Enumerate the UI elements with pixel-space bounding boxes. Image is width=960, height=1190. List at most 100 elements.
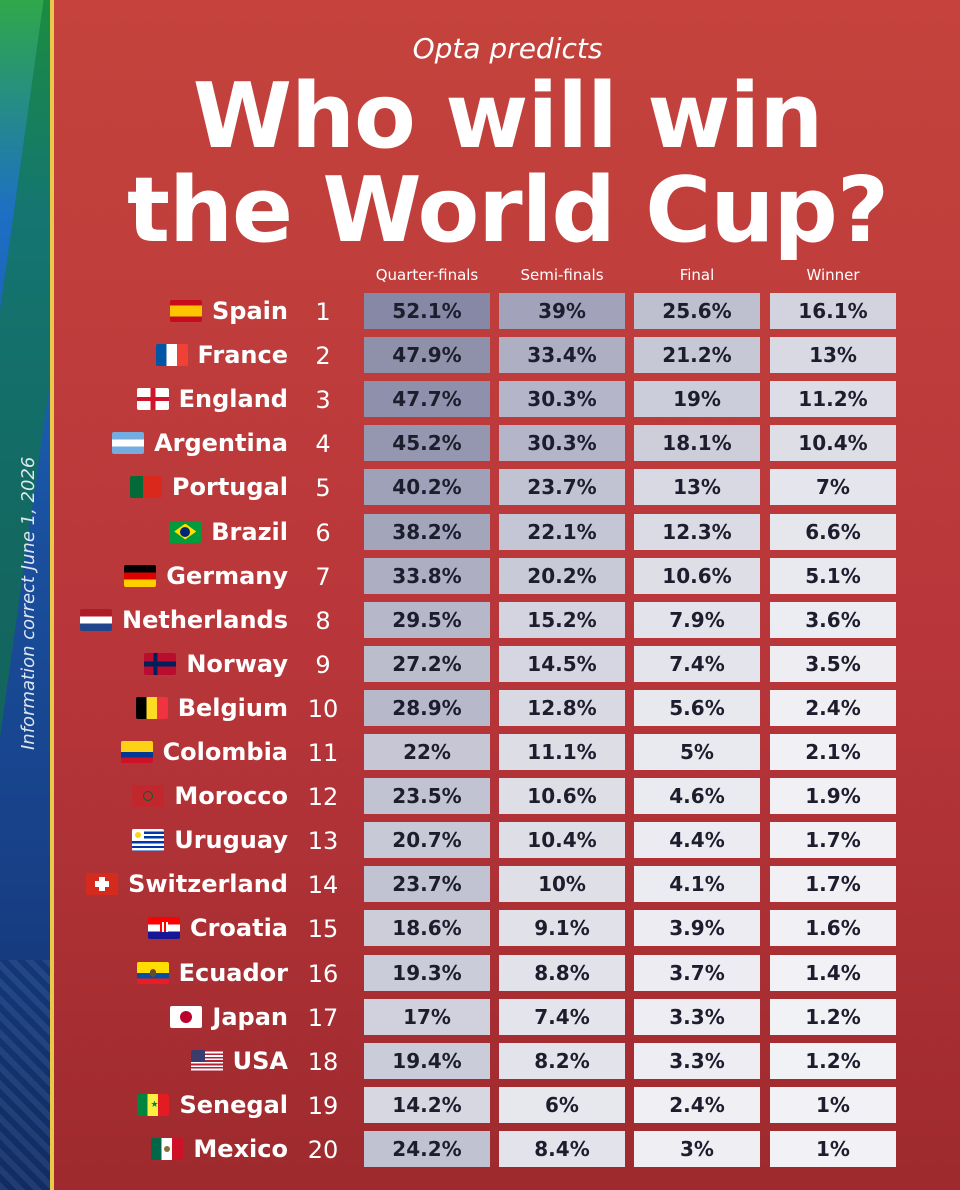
country-label: USA — [190, 1046, 288, 1075]
country-label: Japan — [170, 1003, 288, 1031]
value-cell-final: 3.9% — [634, 910, 760, 947]
value-cell-semi-finals: 12.8% — [499, 689, 625, 726]
value-cell-winner: 1.2% — [770, 1042, 896, 1079]
column-header-semi-finals: Semi-finals — [520, 266, 604, 284]
value-cell-quarter-finals: 47.9% — [364, 337, 490, 374]
column-header-winner: Winner — [806, 266, 860, 284]
country-label: Colombia — [120, 738, 288, 766]
table-row: Ecuador 16 19.3% 8.8% 3.7% 1.4% — [0, 954, 960, 993]
value-cell-final: 18.1% — [634, 425, 760, 462]
country-name: Morocco — [174, 782, 288, 811]
rank-number: 13 — [307, 827, 339, 856]
table-row: Norway 9 27.2% 14.5% 7.4% 3.5% — [0, 645, 960, 684]
column-header-final: Final — [679, 266, 715, 284]
country-name: Croatia — [189, 914, 288, 943]
rank-number: 8 — [315, 606, 331, 635]
country-label: Croatia — [147, 914, 288, 943]
column-header-quarter-finals: Quarter-finals — [375, 266, 479, 284]
brazil-flag-icon — [169, 520, 202, 543]
country-name: Spain — [212, 297, 288, 325]
value-cell-quarter-finals: 18.6% — [364, 910, 490, 947]
value-cell-semi-finals: 23.7% — [499, 469, 625, 506]
country-label: Uruguay — [132, 826, 288, 854]
value-cell-semi-finals: 8.8% — [499, 954, 625, 991]
column-headers: Quarter-finals Semi-finals Final Winner — [0, 266, 960, 288]
value-cell-quarter-finals: 27.2% — [364, 645, 490, 682]
table-row: Argentina 4 45.2% 30.3% 18.1% 10.4% — [0, 425, 960, 463]
rank-number: 2 — [315, 342, 331, 371]
croatia-flag-icon — [147, 917, 180, 940]
country-label: Switzerland — [86, 870, 288, 898]
rank-number: 14 — [307, 871, 339, 900]
table-row: England 3 47.7% 30.3% 19% 11.2% — [0, 381, 960, 419]
senegal-flag-icon: ★ — [137, 1093, 170, 1116]
value-cell-winner: 5.1% — [770, 557, 896, 594]
value-cell-winner: 13% — [770, 337, 896, 374]
country-label: Germany — [124, 562, 288, 590]
table-row: USA 18 19.4% 8.2% 3.3% 1.2% — [0, 1042, 960, 1081]
value-cell-quarter-finals: 40.2% — [364, 469, 490, 506]
country-name: Brazil — [211, 517, 288, 546]
value-cell-semi-finals: 8.4% — [499, 1130, 625, 1167]
portugal-flag-icon — [129, 476, 162, 499]
value-cell-semi-finals: 30.3% — [499, 425, 625, 462]
table-row: Uruguay 13 20.7% 10.4% 4.4% 1.7% — [0, 822, 960, 860]
rank-number: 11 — [307, 739, 339, 767]
value-cell-semi-finals: 15.2% — [499, 601, 625, 638]
value-cell-semi-finals: 10% — [499, 866, 625, 903]
value-cell-winner: 1.7% — [770, 866, 896, 903]
country-name: USA — [232, 1046, 288, 1075]
value-cell-semi-finals: 20.2% — [499, 557, 625, 594]
value-cell-winner: 1.2% — [770, 998, 896, 1035]
table-row: Spain 1 52.1% 39% 25.6% 16.1% — [0, 293, 960, 331]
colombia-flag-icon — [120, 741, 153, 763]
ecuador-flag-icon — [136, 961, 169, 984]
table-row: Morocco 12 23.5% 10.6% 4.6% 1.9% — [0, 778, 960, 816]
country-label: Argentina — [112, 429, 288, 457]
rank-number: 15 — [307, 915, 339, 944]
country-name: Mexico — [193, 1134, 288, 1163]
side-decor-strip — [0, 0, 54, 1190]
country-name: Switzerland — [128, 870, 288, 899]
country-name: Ecuador — [178, 958, 288, 987]
value-cell-quarter-finals: 47.7% — [364, 381, 490, 418]
value-cell-semi-finals: 39% — [499, 293, 625, 329]
table-row: Brazil 6 38.2% 22.1% 12.3% 6.6% — [0, 513, 960, 552]
value-cell-winner: 1% — [770, 1086, 896, 1123]
japan-flag-icon — [170, 1005, 203, 1028]
value-cell-quarter-finals: 20.7% — [364, 822, 490, 859]
rank-number: 16 — [307, 959, 339, 988]
value-cell-quarter-finals: 45.2% — [364, 425, 490, 462]
rank-number: 19 — [307, 1091, 339, 1120]
rank-number: 17 — [307, 1003, 339, 1032]
table-row: Japan 17 17% 7.4% 3.3% 1.2% — [0, 998, 960, 1037]
switzerland-flag-icon — [86, 873, 119, 896]
value-cell-semi-finals: 10.6% — [499, 778, 625, 815]
country-name: Portugal — [171, 473, 288, 502]
value-cell-winner: 11.2% — [770, 381, 896, 418]
value-cell-semi-finals: 11.1% — [499, 734, 625, 770]
value-cell-quarter-finals: 19.3% — [364, 954, 490, 991]
rank-number: 3 — [315, 386, 331, 415]
rank-number: 18 — [307, 1047, 339, 1076]
value-cell-quarter-finals: 52.1% — [364, 293, 490, 329]
rank-number: 7 — [315, 562, 331, 591]
country-name: Belgium — [177, 693, 288, 722]
country-label: Morocco — [132, 782, 288, 810]
value-cell-final: 10.6% — [634, 557, 760, 594]
value-cell-semi-finals: 8.2% — [499, 1042, 625, 1079]
value-cell-quarter-finals: 29.5% — [364, 601, 490, 638]
spain-flag-icon — [170, 300, 203, 322]
value-cell-semi-finals: 6% — [499, 1086, 625, 1123]
rank-number: 1 — [315, 298, 331, 326]
country-name: Germany — [166, 561, 288, 590]
country-label: Belgium — [135, 693, 288, 722]
table-row: Switzerland 14 23.7% 10% 4.1% 1.7% — [0, 866, 960, 904]
value-cell-winner: 1% — [770, 1130, 896, 1167]
value-cell-final: 7.9% — [634, 601, 760, 638]
value-cell-winner: 6.6% — [770, 513, 896, 550]
uruguay-flag-icon — [132, 829, 165, 852]
value-cell-quarter-finals: 17% — [364, 998, 490, 1035]
value-cell-winner: 10.4% — [770, 425, 896, 462]
germany-flag-icon — [124, 564, 157, 587]
